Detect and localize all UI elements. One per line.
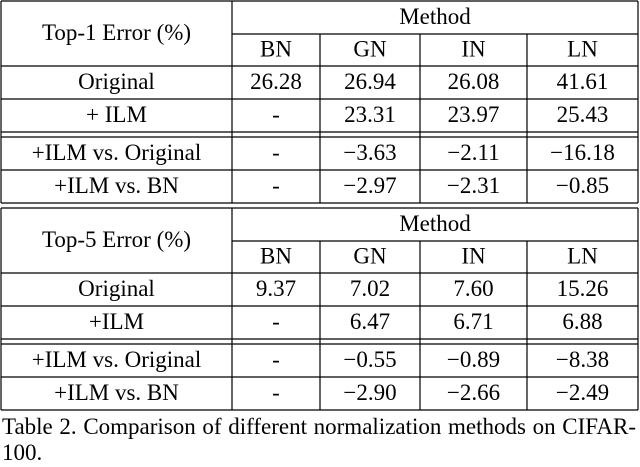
column-header: IN bbox=[461, 243, 486, 268]
column-header: GN bbox=[353, 36, 387, 61]
cell: −2.31 bbox=[447, 173, 500, 198]
cell: 25.43 bbox=[557, 102, 609, 127]
caption: Table 2. Comparison of different normali… bbox=[2, 414, 636, 465]
cell: - bbox=[272, 380, 280, 405]
row-label: +ILM vs. BN bbox=[54, 380, 179, 405]
cell: −16.18 bbox=[550, 140, 615, 165]
cell: −2.90 bbox=[343, 380, 396, 405]
cell: 6.47 bbox=[350, 309, 390, 334]
row-label: +ILM vs. Original bbox=[32, 347, 201, 372]
tables: Top-1 Error (%) Method BN GN IN LN Original 26.… bbox=[0, 0, 639, 411]
cell: −2.49 bbox=[556, 380, 609, 405]
cell: 23.97 bbox=[448, 102, 500, 127]
column-header: BN bbox=[260, 36, 292, 61]
cell: −0.89 bbox=[447, 347, 500, 372]
cell: −3.63 bbox=[343, 140, 396, 165]
cell: - bbox=[272, 347, 280, 372]
cell: −2.66 bbox=[447, 380, 500, 405]
cell: - bbox=[272, 309, 280, 334]
cell: 7.02 bbox=[350, 276, 390, 301]
cell: 6.71 bbox=[453, 309, 493, 334]
row-label: + ILM bbox=[86, 102, 147, 127]
column-header: BN bbox=[260, 243, 292, 268]
corner-header: Top-1 Error (%) bbox=[42, 20, 191, 45]
corner-header: Top-5 Error (%) bbox=[42, 227, 191, 252]
cell: −0.55 bbox=[343, 347, 396, 372]
cell: 9.37 bbox=[256, 276, 296, 301]
column-header: LN bbox=[567, 36, 598, 61]
cell: −2.11 bbox=[447, 140, 499, 165]
row-label: +ILM vs. Original bbox=[32, 140, 201, 165]
cell: 26.94 bbox=[344, 69, 396, 94]
cell: - bbox=[272, 173, 280, 198]
column-header: LN bbox=[567, 243, 598, 268]
cell: −2.97 bbox=[343, 173, 396, 198]
row-label: +ILM bbox=[89, 309, 144, 334]
cell: 41.61 bbox=[557, 69, 609, 94]
column-header: GN bbox=[353, 243, 387, 268]
group-header: Method bbox=[399, 4, 471, 29]
cell: −8.38 bbox=[556, 347, 609, 372]
row-label: +ILM vs. BN bbox=[54, 173, 179, 198]
cell: - bbox=[272, 140, 280, 165]
group-header: Method bbox=[399, 211, 471, 236]
cell: −0.85 bbox=[556, 173, 609, 198]
row-label: Original bbox=[78, 69, 155, 94]
cell: 26.08 bbox=[448, 69, 500, 94]
cell: 6.88 bbox=[562, 309, 602, 334]
column-header: IN bbox=[461, 36, 486, 61]
cell: - bbox=[272, 102, 280, 127]
row-label: Original bbox=[78, 276, 155, 301]
cell: 15.26 bbox=[557, 276, 609, 301]
cell: 26.28 bbox=[250, 69, 302, 94]
cell: 23.31 bbox=[344, 102, 396, 127]
cell: 7.60 bbox=[453, 276, 493, 301]
